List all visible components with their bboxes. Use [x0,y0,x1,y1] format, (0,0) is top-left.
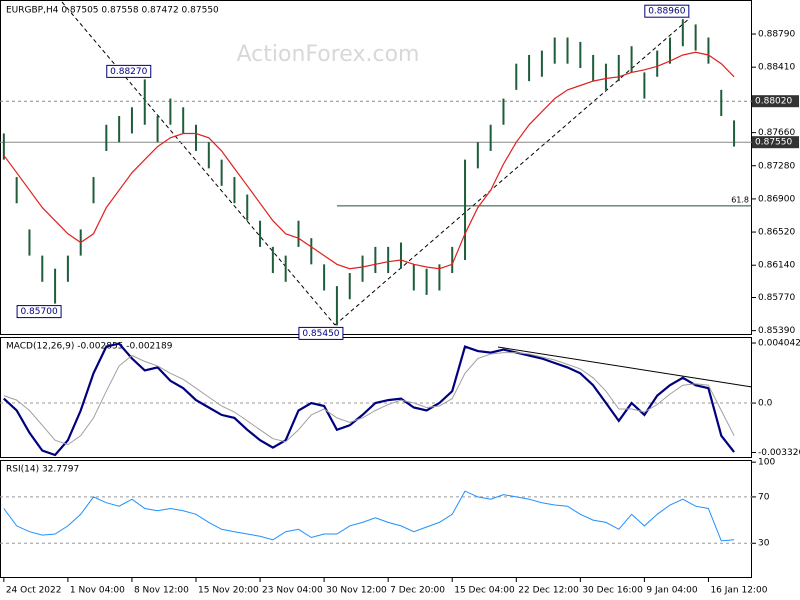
y-tick-label: 0.88790 [758,30,795,40]
rsi-panel [0,460,752,578]
x-tick-label: 16 Jan 12:00 [710,586,767,596]
annotation: 0.85700 [20,307,57,317]
x-tick-label: 7 Dec 20:00 [390,586,445,596]
price-label: 0.87550 [755,138,792,148]
y-tick-label: 0.86900 [758,194,795,204]
macd-panel [0,337,752,458]
price-panel [0,0,752,335]
price-label-box [752,136,799,149]
indicator-line [3,342,735,457]
annotation-box [16,305,62,319]
y-tick-label: 30 [758,539,770,549]
macd-trend-line [497,346,753,388]
indicator-line [3,490,735,542]
y-tick-label: 0.87660 [758,128,795,138]
y-tick-label: 0.86520 [758,228,795,238]
y-tick-label: 0.85390 [758,326,795,336]
price-label: 0.88020 [755,97,792,107]
trend-line [334,17,691,326]
x-tick-label: 30 Dec 16:00 [582,586,643,596]
y-tick-label: 0.85770 [758,293,795,303]
x-tick-label: 8 Nov 12:00 [134,586,189,596]
fib-label: 61.8 [731,195,749,204]
price-title: EURGBP,H4 0.87505 0.87558 0.87472 0.8755… [6,6,219,16]
x-tick-label: 22 Dec 12:00 [518,586,579,596]
annotation: 0.88960 [648,7,685,17]
price-label-box [752,95,799,108]
x-tick-label: 23 Nov 04:00 [262,586,323,596]
annotation-box [644,4,690,18]
annotation-box [298,326,344,340]
y-tick-label: 0.88410 [758,63,795,73]
x-tick-label: 15 Nov 20:00 [198,586,259,596]
y-tick-label: -0.003326 [758,448,800,458]
x-tick-label: 15 Dec 04:00 [454,586,515,596]
y-tick-label: 0.86140 [758,261,795,271]
y-tick-label: 0.87280 [758,161,795,171]
x-tick-label: 1 Nov 04:00 [70,586,125,596]
x-tick-label: 24 Oct 2022 [6,586,62,596]
annotation-box [106,64,152,78]
annotation: 0.88270 [110,67,147,77]
x-tick-label: 9 Jan 04:00 [646,586,698,596]
trend-line [61,1,336,326]
moving-average [3,51,735,270]
annotation: 0.85450 [302,329,339,339]
y-tick-label: 100 [758,458,775,468]
y-tick-label: 0.0 [758,399,773,409]
y-tick-label: 0.004042 [758,339,800,349]
watermark: ActionForex.com [237,42,420,67]
indicator-line [3,352,735,446]
macd-title: MACD(12,26,9) -0.002855 -0.002189 [6,342,173,352]
x-tick-label: 30 Nov 12:00 [326,586,387,596]
rsi-title: RSI(14) 32.7797 [6,465,79,475]
y-tick-label: 70 [758,492,770,502]
